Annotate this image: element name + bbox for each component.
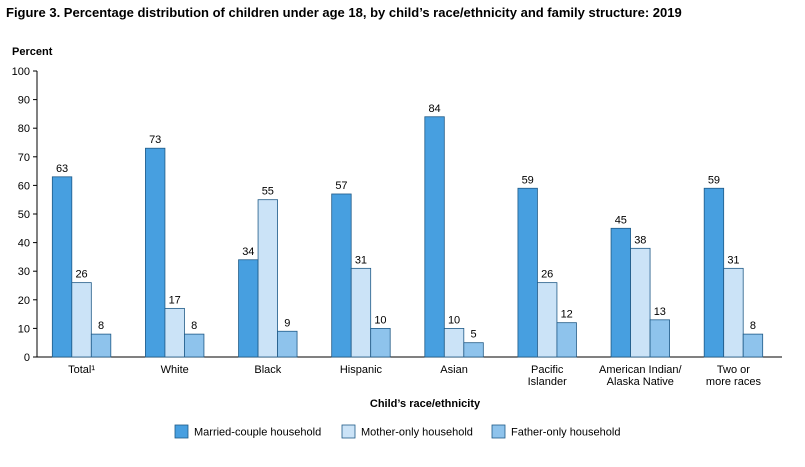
y-tick-label: 80: [18, 123, 30, 135]
data-label: 59: [522, 174, 534, 186]
bar-married: [517, 187, 538, 358]
category-label: more races: [706, 376, 762, 388]
bar-father: [556, 322, 577, 358]
legend-label: Married-couple household: [194, 427, 321, 439]
data-label: 31: [355, 254, 367, 266]
bar-father: [649, 319, 670, 358]
y-axis-label: Percent: [12, 46, 53, 58]
data-label: 55: [262, 186, 274, 198]
bar-father: [370, 327, 391, 358]
bar-mother: [630, 247, 651, 358]
y-tick-label: 70: [18, 152, 30, 164]
category-label: Pacific: [531, 364, 564, 376]
bar-married: [238, 259, 259, 358]
bar-mother: [164, 307, 185, 358]
bar-married: [145, 147, 166, 358]
y-tick-label: 10: [18, 323, 30, 335]
x-axis-label: Child’s race/ethnicity: [370, 398, 481, 410]
legend-swatch: [174, 424, 189, 439]
data-label: 10: [448, 314, 460, 326]
category-labels: Total¹ White Black Hispanic Asian PacificIsla…: [68, 364, 761, 388]
data-label: 34: [242, 246, 254, 258]
y-tick-label: 0: [24, 352, 30, 364]
data-label: 31: [727, 254, 739, 266]
y-tick-label: 40: [18, 238, 30, 250]
data-label: 8: [191, 320, 197, 332]
data-label: 38: [634, 234, 646, 246]
bar-married: [331, 193, 352, 358]
y-tick-label: 90: [18, 95, 30, 107]
legend-label: Father-only household: [511, 427, 620, 439]
bar-father: [90, 333, 112, 358]
category-label: Total¹: [68, 364, 95, 376]
category-label: Two or: [717, 364, 750, 376]
bar-mother: [257, 199, 278, 358]
data-label: 45: [615, 214, 627, 226]
category-label: Black: [254, 364, 281, 376]
y-tick-label: 30: [18, 266, 30, 278]
legend: Married-couple household Mother-only hous…: [174, 424, 620, 439]
bar-mother: [71, 282, 92, 358]
data-label: 10: [374, 314, 386, 326]
data-label: 26: [75, 269, 87, 281]
data-label: 63: [56, 163, 68, 175]
legend-label: Mother-only household: [361, 427, 473, 439]
bar-father: [184, 333, 205, 358]
bar-father: [463, 342, 484, 358]
data-labels: 6326873178345595731108410559261245381359…: [56, 103, 756, 341]
bars: [51, 116, 764, 358]
bar-mother: [350, 267, 372, 358]
category-label: Hispanic: [340, 364, 383, 376]
y-tick-label: 50: [18, 209, 30, 221]
legend-swatch: [341, 424, 356, 439]
category-label: Alaska Native: [607, 376, 674, 388]
data-label: 17: [169, 294, 181, 306]
data-label: 26: [541, 269, 553, 281]
category-label: American Indian/: [599, 364, 682, 376]
y-tick-label: 60: [18, 180, 30, 192]
y-axis: 0 10 20 30 40 50 60 70 80 90 100: [12, 66, 782, 364]
data-label: 9: [284, 317, 290, 329]
y-tick-label: 20: [18, 295, 30, 307]
data-label: 12: [561, 309, 573, 321]
bar-married: [51, 176, 73, 358]
data-label: 73: [149, 134, 161, 146]
data-label: 13: [654, 306, 666, 318]
legend-swatch: [491, 424, 506, 439]
category-label: White: [161, 364, 189, 376]
bar-married: [424, 116, 445, 358]
chart-title: Figure 3. Percentage distribution of chi…: [6, 5, 682, 20]
bar-married: [610, 227, 631, 358]
bar-mother: [537, 282, 558, 358]
data-label: 8: [750, 320, 756, 332]
category-label: Asian: [440, 364, 468, 376]
bar-father: [277, 330, 298, 358]
data-label: 5: [471, 329, 477, 341]
data-label: 84: [428, 103, 440, 115]
y-tick-label: 100: [12, 66, 30, 78]
bar-married: [703, 187, 725, 358]
data-label: 57: [335, 180, 347, 192]
bar-mother: [723, 267, 744, 358]
category-label: Islander: [528, 376, 567, 388]
bar-mother: [443, 327, 465, 358]
data-label: 59: [708, 174, 720, 186]
data-label: 8: [98, 320, 104, 332]
bar-father: [742, 333, 764, 358]
